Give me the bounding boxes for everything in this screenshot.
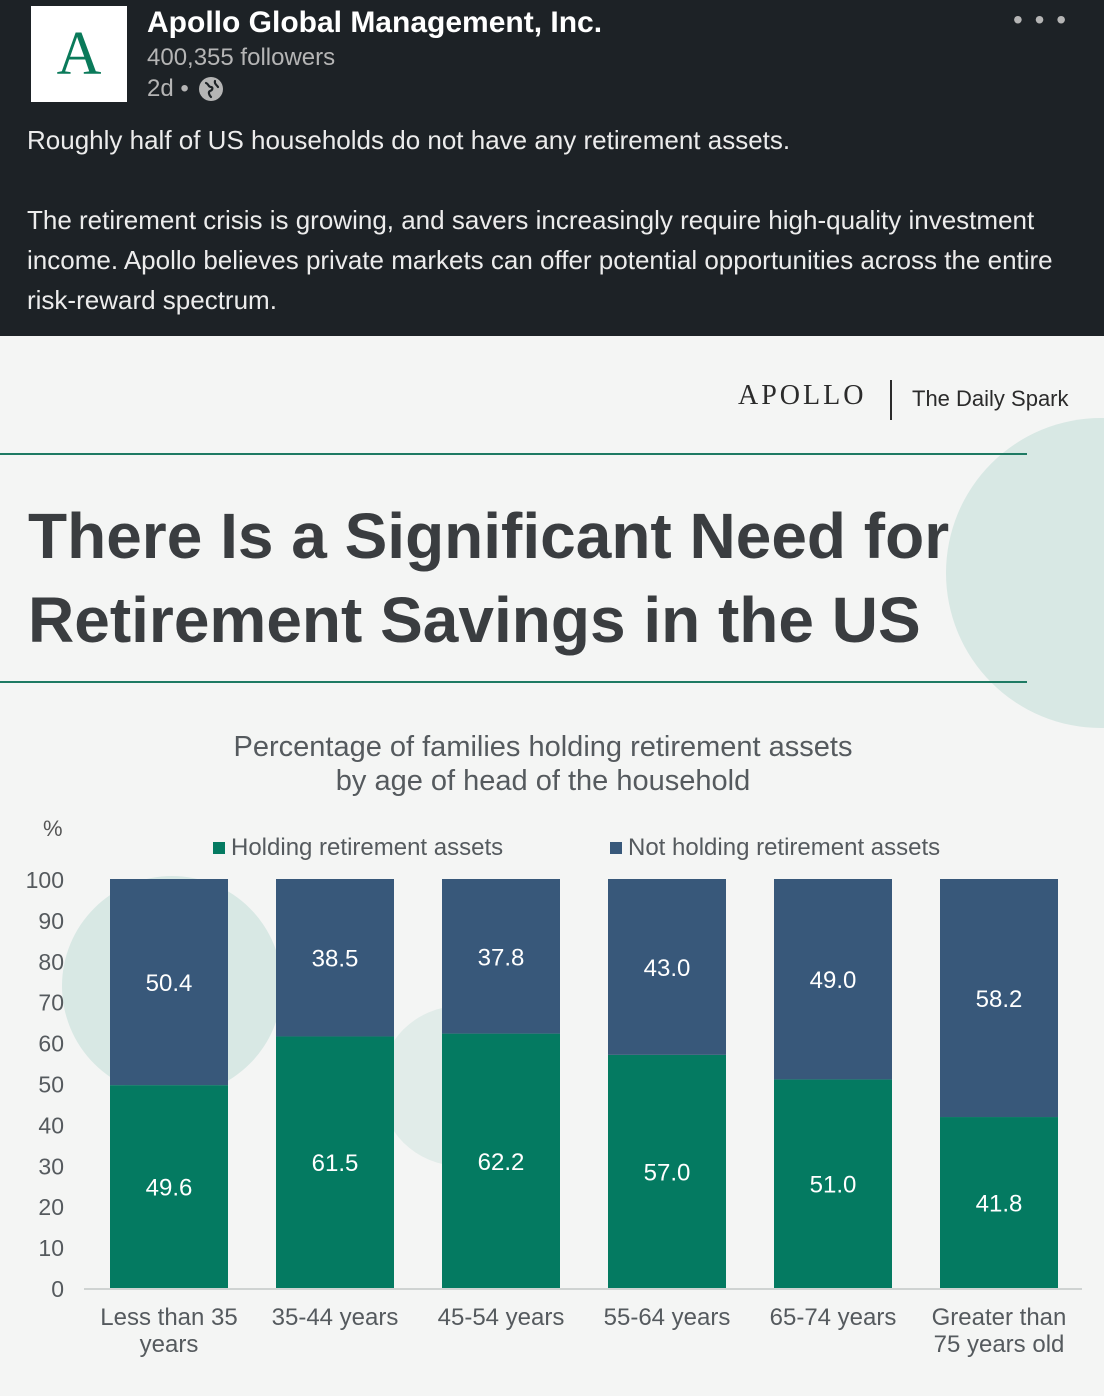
bar-not-holding [442,879,560,1034]
x-axis-label-line: 35-44 years [271,1304,399,1331]
headline: There Is a Significant Need for Retireme… [28,494,949,662]
y-tick-label: 40 [38,1112,64,1138]
data-label-holding: 41.8 [976,1191,1023,1218]
data-label-not-holding: 49.0 [810,967,857,994]
x-axis-label: Less than 35 years [89,1304,249,1358]
company-name[interactable]: Apollo Global Management, Inc. [147,6,603,39]
legend-holding: Holding retirement assets [213,834,503,862]
apollo-brand: APOLLO [738,380,867,411]
series-name: The Daily Spark [912,386,1069,411]
legend-swatch-holding [213,842,225,854]
post-text-body: The retirement crisis is growing, and sa… [27,205,1053,315]
x-axis-label-line: 65-74 years [769,1304,897,1331]
x-axis-label: 65-74 years [753,1304,913,1331]
bottom-rule [0,681,1027,683]
y-tick-label: 20 [38,1194,64,1220]
data-label-holding: 61.5 [312,1150,359,1177]
bar-holding [442,1033,560,1288]
follower-count: 400,355 followers [147,44,336,71]
more-options-icon[interactable]: • • • [1013,4,1068,35]
stacked-bar-chart: 100908070605040302010049.650.461.538.562… [26,867,1082,1302]
headline-line-2: Retirement Savings in the US [28,584,921,656]
data-label-not-holding: 50.4 [146,970,193,997]
y-tick-label: 0 [51,1276,64,1302]
x-axis-label-line: 45-54 years [437,1304,565,1331]
x-axis-label: Greater than 75 years old [919,1304,1079,1358]
headline-line-1: There Is a Significant Need for [28,500,950,572]
company-logo[interactable]: A [31,6,127,102]
chart-title: Percentage of families holding retiremen… [233,731,853,797]
y-tick-label: 30 [38,1153,64,1179]
bar-holding [608,1054,726,1288]
post-text-intro: Roughly half of US households do not hav… [27,125,791,155]
x-axis-label-line: 55-64 years [603,1304,731,1331]
y-tick-label: 80 [38,949,64,975]
post-header: A Apollo Global Management, Inc. 400,355… [0,0,1104,336]
y-tick-label: 100 [26,867,64,893]
y-tick-label: 90 [38,908,64,934]
post-age: 2d • [147,75,225,103]
data-label-not-holding: 43.0 [644,955,691,982]
bar-holding [276,1036,394,1288]
data-label-holding: 51.0 [810,1172,857,1199]
data-label-not-holding: 38.5 [312,946,359,973]
top-rule [0,453,1027,455]
x-axis-label-line: years [139,1331,199,1358]
x-axis-label: 55-64 years [587,1304,747,1331]
legend-swatch-not-holding [610,842,622,854]
y-tick-label: 50 [38,1072,64,1098]
data-label-not-holding: 37.8 [478,944,525,971]
legend-not-holding: Not holding retirement assets [610,834,940,862]
bar-not-holding [940,879,1058,1118]
data-label-holding: 62.2 [478,1149,525,1176]
y-tick-label: 70 [38,990,64,1016]
bar-holding [940,1117,1058,1288]
y-tick-label: 60 [38,1031,64,1057]
y-axis-unit: % [43,816,63,841]
bar-holding [774,1079,892,1288]
x-axis-label: 35-44 years [255,1304,415,1331]
infographic-image[interactable]: APOLLO The Daily Spark There Is a Signif… [0,336,1104,1396]
data-label-not-holding: 58.2 [976,986,1023,1013]
bar-not-holding [774,879,892,1080]
bar-not-holding [110,879,228,1086]
bar-holding [110,1085,228,1288]
x-axis-label-line: Less than 35 [100,1304,238,1331]
x-axis-label: 45-54 years [421,1304,581,1331]
brand-divider [890,380,892,420]
x-axis-label-line: Greater than [931,1304,1067,1331]
y-tick-label: 10 [38,1235,64,1261]
bar-not-holding [276,879,394,1037]
globe-icon [198,77,223,101]
data-label-holding: 49.6 [146,1175,193,1202]
bar-not-holding [608,879,726,1055]
x-axis-label-line: 75 years old [933,1331,1065,1358]
data-label-holding: 57.0 [644,1159,691,1186]
